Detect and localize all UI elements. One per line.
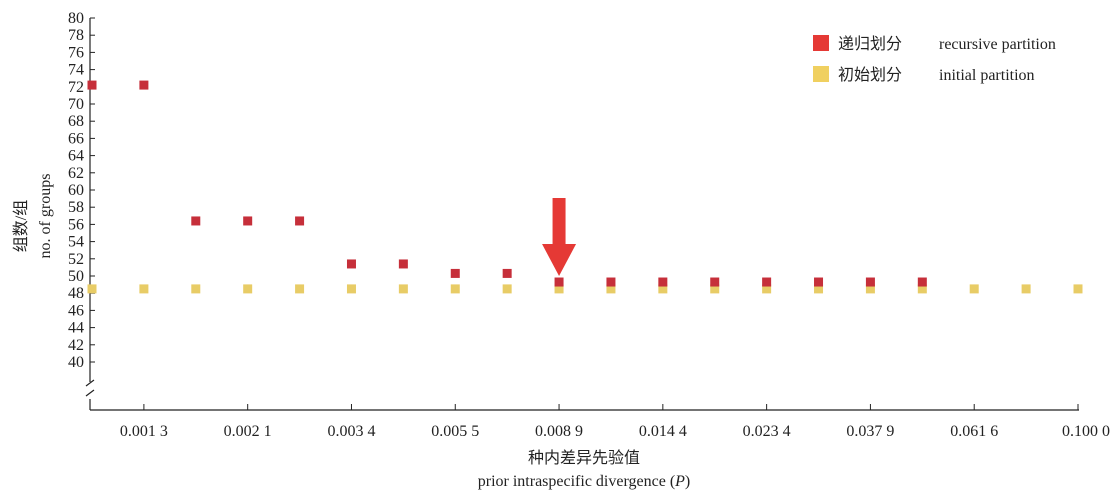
y-tick-label: 68 xyxy=(68,113,84,130)
point-recursive-partition xyxy=(554,277,564,287)
point-recursive-partition xyxy=(502,268,512,278)
y-tick-label: 40 xyxy=(68,354,84,371)
point-recursive-partition xyxy=(710,277,720,287)
point-recursive-partition xyxy=(346,259,356,269)
point-recursive-partition xyxy=(814,277,824,287)
point-initial-partition xyxy=(139,284,149,294)
y-tick-label: 52 xyxy=(68,251,84,268)
point-recursive-partition xyxy=(762,277,772,287)
y-axis-title-cn: 组数/组 xyxy=(12,200,30,252)
y-tick-label: 80 xyxy=(68,10,84,27)
x-tick-label: 0.023 4 xyxy=(743,423,791,440)
legend-label-recursive-en: recursive partition xyxy=(939,36,1056,53)
legend-label-recursive-cn: 递归划分 xyxy=(838,35,902,53)
point-initial-partition xyxy=(346,284,356,294)
x-tick-label: 0.014 4 xyxy=(639,423,687,440)
x-tick-label: 0.003 4 xyxy=(327,423,375,440)
x-axis-title-en: prior intraspecific divergence (P) xyxy=(478,473,691,490)
point-recursive-partition xyxy=(606,277,616,287)
y-tick-label: 56 xyxy=(68,216,84,233)
point-initial-partition xyxy=(1021,284,1031,294)
point-recursive-partition xyxy=(658,277,668,287)
y-tick-label: 76 xyxy=(68,44,84,61)
y-tick-label: 60 xyxy=(68,182,84,199)
point-initial-partition xyxy=(606,284,616,294)
y-tick-label: 48 xyxy=(68,285,84,302)
point-initial-partition xyxy=(865,284,875,294)
point-initial-partition xyxy=(917,284,927,294)
legend-label-initial-cn: 初始划分 xyxy=(838,66,902,84)
point-recursive-partition xyxy=(243,216,253,226)
x-axis-title-en-text: prior intraspecific divergence ( xyxy=(478,473,675,490)
legend-label-initial-en: initial partition xyxy=(939,67,1035,84)
x-tick-label: 0.002 1 xyxy=(224,423,272,440)
y-tick-label: 74 xyxy=(68,62,84,79)
x-tick-label: 0.100 0 xyxy=(1062,423,1110,440)
point-initial-partition xyxy=(191,284,201,294)
x-axis-title-en-variable: P xyxy=(674,473,685,490)
x-tick-label: 0.037 9 xyxy=(846,423,894,440)
y-tick-label: 42 xyxy=(68,337,84,354)
point-recursive-partition xyxy=(295,216,305,226)
point-initial-partition xyxy=(969,284,979,294)
y-tick-label: 78 xyxy=(68,27,84,44)
data-points xyxy=(87,80,1083,294)
point-recursive-partition xyxy=(191,216,201,226)
point-initial-partition xyxy=(295,284,305,294)
point-recursive-partition xyxy=(398,259,408,269)
x-tick-label: 0.061 6 xyxy=(950,423,998,440)
x-axis-title-en-close: ) xyxy=(685,473,690,490)
point-initial-partition xyxy=(658,284,668,294)
point-initial-partition xyxy=(762,284,772,294)
point-recursive-partition xyxy=(450,268,460,278)
x-axis-title-cn: 种内差异先验值 xyxy=(528,449,640,467)
y-tick-label: 44 xyxy=(68,320,84,337)
y-tick-label: 58 xyxy=(68,199,84,216)
x-axis: 0.001 3 0.002 1 0.003 4 0.005 5 0.008 9 0.014… xyxy=(90,404,1110,440)
y-tick-label: 50 xyxy=(68,268,84,285)
x-tick-label: 0.008 9 xyxy=(535,423,583,440)
x-tick-label: 0.005 5 xyxy=(431,423,479,440)
point-recursive-partition xyxy=(917,277,927,287)
point-initial-partition xyxy=(243,284,253,294)
point-initial-partition xyxy=(710,284,720,294)
highlight-arrow xyxy=(542,198,577,277)
y-tick-label: 72 xyxy=(68,79,84,96)
legend-swatch-recursive xyxy=(813,35,829,51)
y-tick-label: 66 xyxy=(68,130,84,147)
legend: 递归划分 recursive partition 初始划分 initial pa… xyxy=(813,35,1056,84)
point-initial-partition xyxy=(1073,284,1083,294)
y-axis-break-mark xyxy=(85,379,95,397)
arrow-down-icon xyxy=(542,198,577,277)
legend-swatch-initial xyxy=(813,66,829,82)
y-tick-label: 62 xyxy=(68,165,84,182)
point-recursive-partition xyxy=(865,277,875,287)
point-initial-partition xyxy=(502,284,512,294)
y-axis-title-en: no. of groups xyxy=(37,174,54,259)
point-initial-partition xyxy=(398,284,408,294)
y-tick-label: 46 xyxy=(68,302,84,319)
y-tick-label: 54 xyxy=(68,234,84,251)
point-initial-partition xyxy=(87,284,97,294)
point-recursive-partition xyxy=(139,80,149,90)
x-tick-label: 0.001 3 xyxy=(120,423,168,440)
point-recursive-partition xyxy=(87,80,97,90)
y-axis: 8078767472706866646260585654525048464442… xyxy=(68,10,95,410)
y-tick-label: 70 xyxy=(68,96,84,113)
y-tick-label: 64 xyxy=(68,148,84,165)
point-initial-partition xyxy=(554,284,564,294)
point-initial-partition xyxy=(814,284,824,294)
point-initial-partition xyxy=(450,284,460,294)
